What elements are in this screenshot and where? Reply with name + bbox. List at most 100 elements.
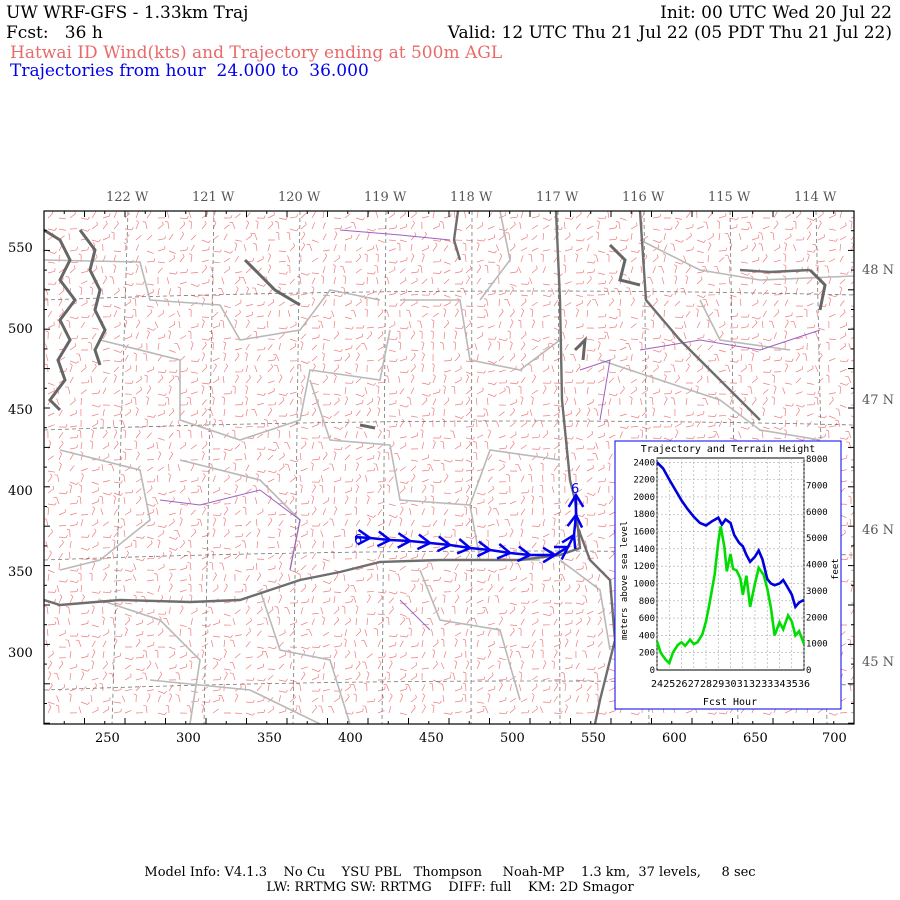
inset-x-tick: 27: [688, 679, 700, 690]
inset-y-right-tick: 3000: [806, 587, 828, 597]
inset-y-right-tick: 5000: [806, 534, 828, 544]
coastline: [44, 228, 827, 430]
state-borders: [44, 211, 811, 724]
trajectory-arrowhead: [476, 540, 493, 558]
x-tick-label: 350: [257, 731, 282, 746]
lon-label: 115 W: [708, 190, 751, 205]
inset-ylabel-left: meters above sea level: [620, 521, 630, 640]
inset-x-tick: 25: [663, 679, 675, 690]
inset-y-left-tick: 1000: [633, 579, 655, 589]
lon-label: 119 W: [364, 190, 407, 205]
trajectory-arrowhead: [496, 543, 513, 560]
inset-y-left-tick: 400: [639, 631, 655, 641]
inset-title: Trajectory and Terrain Height: [641, 444, 816, 455]
forecast-hour: Fcst: 36 h: [6, 23, 103, 43]
trajectory-arrowhead: [516, 545, 533, 563]
x-tick-label: 700: [822, 731, 847, 746]
inset-y-left-tick: 0: [650, 666, 655, 676]
inset-x-tick: 31: [737, 679, 749, 690]
lat-label: 48 N: [862, 263, 895, 278]
trajectory-arrowhead: [542, 546, 558, 564]
trajectory-arrowhead: [357, 528, 373, 546]
trajectory-height-line: [656, 461, 805, 610]
y-tick-label: 550: [8, 241, 33, 256]
inset-x-tick: 32: [749, 679, 761, 690]
trajectory-hours: Trajectories from hour 24.000 to 36.000: [10, 61, 369, 81]
inset-x-tick: 34: [773, 679, 785, 690]
inset-y-left-tick: 1200: [633, 562, 655, 572]
inset-y-right-tick: 7000: [806, 481, 828, 491]
lon-label: 116 W: [622, 190, 665, 205]
trajectory-arrowhead: [553, 545, 571, 561]
model-info: Model Info: V4.1.3 No Cu YSU PBL Thompso…: [144, 865, 756, 880]
lat-label: 46 N: [862, 523, 895, 538]
inset-ticks: 24 25 26 27 28 29 30 31 32 33 34 35 36 0 200 400 600 800 1…: [633, 455, 827, 690]
physics-info: LW: RRTMG SW: RRTMG DIFF: full KM: 2D Sm…: [266, 880, 634, 895]
inset-y-left-tick: 2000: [633, 493, 655, 503]
inset-y-right-tick: 1000: [806, 640, 828, 650]
inset-y-left-tick: 200: [639, 649, 655, 659]
inset-y-left-tick: 2400: [633, 458, 655, 468]
lon-label: 117 W: [536, 190, 579, 205]
inset-y-left-tick: 1800: [633, 510, 655, 520]
inset-x-tick: 33: [761, 679, 773, 690]
trajectory-arrowhead: [416, 533, 433, 551]
inset-x-tick: 26: [675, 679, 687, 690]
trajectory-arrowhead: [566, 512, 584, 529]
inset-ylabel-right: feet: [831, 558, 841, 580]
trajectory-arrowhead: [561, 532, 577, 550]
x-tick-label: 550: [581, 731, 606, 746]
inset-x-tick: 35: [786, 679, 798, 690]
x-tick-label: 500: [500, 731, 525, 746]
trajectory-end-label: 6: [571, 482, 579, 497]
inset-x-tick: 24: [651, 679, 663, 690]
frame-ticks: [43, 210, 855, 724]
lon-label: 121 W: [192, 190, 235, 205]
y-tick-label: 450: [8, 403, 33, 418]
inset-grid: [656, 458, 805, 670]
inset-y-right-tick: 2000: [806, 613, 828, 623]
lat-label: 45 N: [862, 655, 895, 670]
terrain-height-line: [655, 526, 806, 666]
valid-time: Valid: 12 UTC Thu 21 Jul 22 (05 PDT Thu …: [447, 23, 892, 43]
map-subtitle: Hatwai ID Wind(kts) and Trajectory endin…: [10, 43, 503, 63]
inset-series: [655, 461, 806, 666]
inset-x-tick: 28: [700, 679, 712, 690]
lon-label: 118 W: [450, 190, 493, 205]
inset-y-left-tick: 1400: [633, 545, 655, 555]
inset-y-left-tick: 2200: [633, 476, 655, 486]
x-tick-label: 600: [662, 731, 687, 746]
x-tick-label: 250: [95, 731, 120, 746]
y-tick-label: 350: [8, 565, 33, 580]
lon-label: 120 W: [278, 190, 321, 205]
y-tick-label: 400: [8, 484, 33, 499]
rivers: [159, 229, 821, 631]
x-tick-label: 300: [176, 731, 201, 746]
lat-label: 47 N: [862, 393, 895, 408]
y-tick-label: 500: [8, 322, 33, 337]
trajectory-arrowhead: [397, 532, 413, 549]
inset-y-right-tick: 4000: [806, 561, 828, 571]
x-tick-label: 400: [338, 731, 363, 746]
init-time: Init: 00 UTC Wed 20 Jul 22: [660, 3, 892, 23]
trajectory-start-label: 6: [354, 533, 362, 548]
inset-y-right-tick: 8000: [806, 455, 828, 465]
terrain-inset: Trajectory and Terrain Height 24 25 26 27 28…: [614, 440, 842, 710]
geography-lines: [44, 211, 854, 724]
trajectory-path: [354, 492, 585, 564]
lon-label: 122 W: [106, 190, 149, 205]
inset-y-right-tick: 0: [806, 666, 811, 676]
inset-x-tick: 29: [712, 679, 724, 690]
inset-y-left-tick: 600: [639, 614, 655, 624]
county-lines: [44, 211, 854, 724]
inset-y-left-tick: 800: [639, 597, 655, 607]
trajectory-arrowhead: [567, 492, 585, 508]
y-tick-label: 300: [8, 646, 33, 661]
lon-label: 114 W: [794, 190, 837, 205]
model-title: UW WRF-GFS - 1.33km Traj: [6, 3, 249, 23]
trajectory-arrowhead: [436, 535, 453, 553]
inset-x-tick: 36: [798, 679, 810, 690]
x-tick-label: 450: [419, 731, 444, 746]
x-tick-label: 650: [743, 731, 768, 746]
